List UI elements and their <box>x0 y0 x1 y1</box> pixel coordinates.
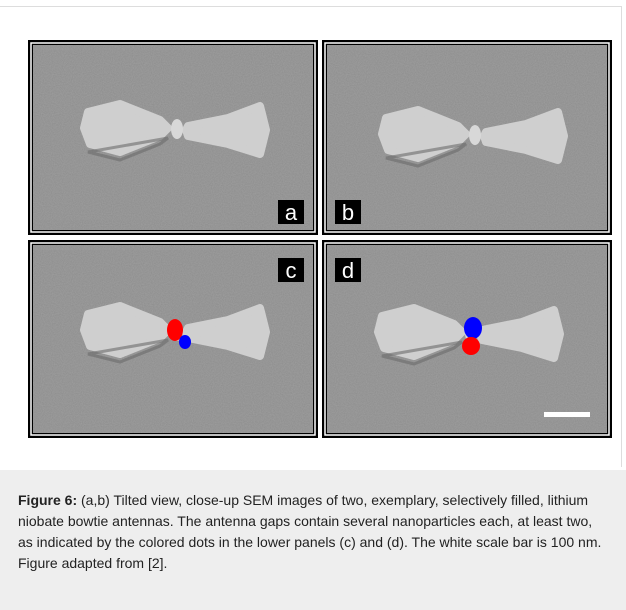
scale-bar <box>544 412 590 417</box>
panel-label: b <box>342 200 354 225</box>
panel-label: c <box>286 258 297 283</box>
panel-c: c <box>28 240 318 438</box>
panel-label: a <box>285 200 298 225</box>
caption: Figure 6: (a,b) Tilted view, close-up SE… <box>0 470 626 610</box>
caption-label: Figure 6: <box>18 492 77 508</box>
panel-a: a <box>28 40 318 235</box>
panel-label: d <box>342 258 354 283</box>
caption-text: Figure 6: (a,b) Tilted view, close-up SE… <box>18 490 610 574</box>
panel-d: d <box>322 240 612 438</box>
figure: a b c d <box>0 0 626 470</box>
page: a b c d Figure 6: (a,b) Tilted view, clo… <box>0 0 626 610</box>
panel-b: b <box>322 40 612 235</box>
caption-body: (a,b) Tilted view, close-up SEM images o… <box>18 492 601 571</box>
